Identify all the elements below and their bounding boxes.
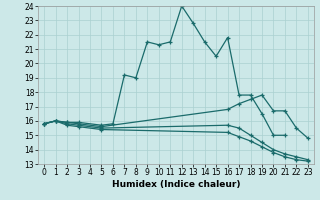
X-axis label: Humidex (Indice chaleur): Humidex (Indice chaleur): [112, 180, 240, 189]
